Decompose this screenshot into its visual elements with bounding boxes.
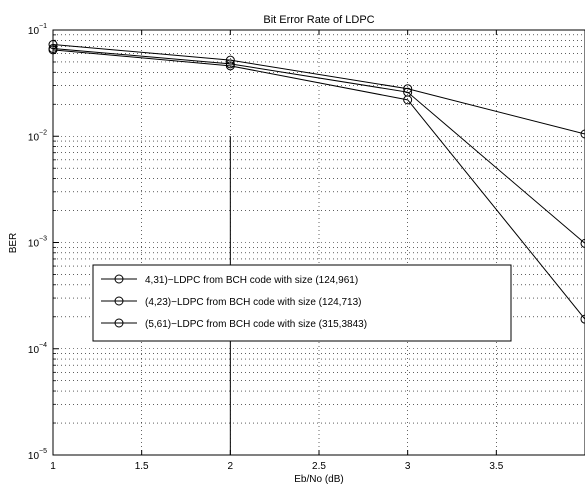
legend-swatch-marker bbox=[114, 274, 124, 284]
y-tick-exponent: −4 bbox=[39, 342, 47, 349]
legend-box bbox=[92, 264, 512, 342]
y-tick-label: 10−4 bbox=[28, 342, 47, 356]
x-tick-label: 3.5 bbox=[489, 461, 503, 472]
x-tick-label: 1.5 bbox=[135, 461, 149, 472]
series-line-3 bbox=[52, 49, 585, 320]
data-point bbox=[225, 61, 235, 71]
legend: 4,31)−LDPC from BCH code with size (124,… bbox=[92, 264, 512, 342]
legend-entry: 4,31)−LDPC from BCH code with size (124,… bbox=[145, 275, 358, 286]
x-tick-label: 3 bbox=[405, 461, 411, 472]
y-tick-exponent: −2 bbox=[39, 129, 47, 136]
x-tick-label: 1 bbox=[50, 461, 56, 472]
y-tick-label: 10−5 bbox=[28, 448, 47, 462]
legend-swatch-marker bbox=[114, 318, 124, 328]
y-tick-label: 10−1 bbox=[28, 23, 47, 37]
x-tick-label: 2 bbox=[228, 461, 234, 472]
legend-entry: (4,23)−LDPC from BCH code with size (124… bbox=[145, 297, 361, 308]
y-axis-label: BER bbox=[8, 233, 19, 254]
data-point bbox=[580, 129, 585, 139]
chart-title: Bit Error Rate of LDPC bbox=[263, 14, 374, 26]
series-line-1 bbox=[52, 44, 585, 135]
y-tick-exponent: −3 bbox=[39, 236, 47, 243]
grid bbox=[53, 30, 585, 455]
y-tick-exponent: −1 bbox=[39, 23, 47, 30]
series-lines bbox=[48, 40, 585, 455]
x-axis-label: Eb/No (dB) bbox=[294, 474, 343, 485]
y-tick-exponent: −5 bbox=[39, 448, 47, 455]
y-tick-label: 10−3 bbox=[28, 236, 47, 250]
legend-entry: (5,61)−LDPC from BCH code with size (315… bbox=[145, 319, 367, 330]
data-point bbox=[580, 314, 585, 324]
y-tick-label: 10−2 bbox=[28, 129, 47, 143]
legend-swatch-marker bbox=[114, 296, 124, 306]
series-line-2 bbox=[52, 47, 585, 244]
plot-frame bbox=[52, 29, 585, 456]
data-point bbox=[403, 95, 413, 105]
x-tick-label: 2.5 bbox=[312, 461, 326, 472]
data-point bbox=[580, 238, 585, 248]
